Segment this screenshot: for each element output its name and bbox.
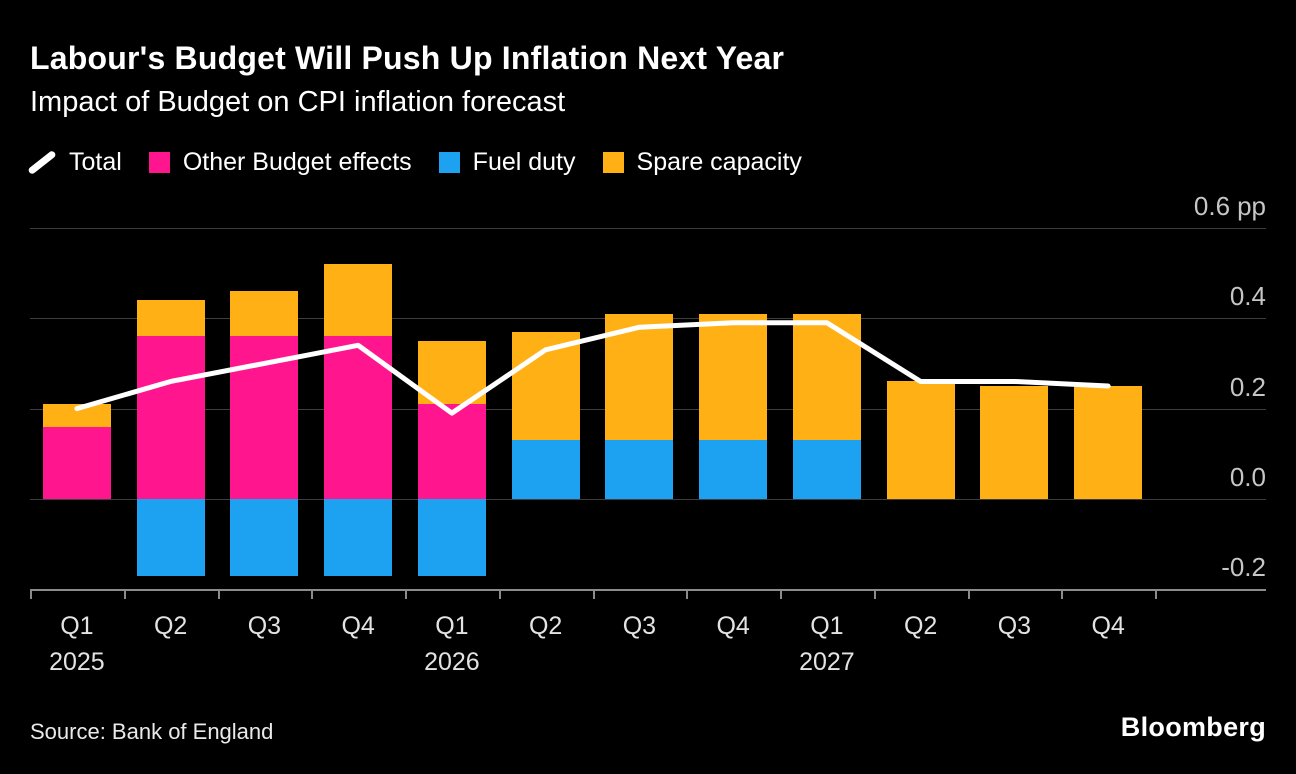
x-axis-label-3: Q4 (341, 612, 375, 640)
legend-item-fuel-duty: Fuel duty (438, 148, 576, 177)
bar-segment-spare-capacity-4 (417, 340, 486, 405)
bar-segment-fuel-duty-6 (605, 440, 674, 499)
spare-capacity-swatch-icon (602, 152, 624, 173)
bar-segment-fuel-duty-1 (136, 499, 205, 576)
bar-segment-fuel-duty-7 (699, 440, 768, 499)
x-axis-label-8: Q1 (810, 612, 844, 640)
bar-segment-fuel-duty-2 (230, 499, 299, 576)
bar-segment-other-budget-effects-4 (417, 404, 486, 499)
legend: Total Other Budget effects Fuel duty Spa… (27, 148, 802, 177)
bar-segment-spare-capacity-10 (980, 386, 1049, 499)
bloomberg-logo: Bloomberg (1120, 712, 1266, 742)
bar-segment-other-budget-effects-1 (136, 336, 205, 499)
axis-tick (1155, 589, 1157, 599)
axis-tick (592, 589, 595, 599)
bar-segment-other-budget-effects-3 (324, 336, 393, 499)
legend-label-spare-capacity: Spare capacity (636, 148, 802, 176)
axis-tick (873, 589, 876, 599)
axis-tick (30, 589, 32, 599)
bar-segment-other-budget-effects-0 (42, 426, 111, 499)
year-label-2026: 2026 (424, 648, 480, 676)
source-credit: Source: Bank of England (30, 719, 274, 744)
bar-segment-other-budget-effects-2 (230, 336, 299, 499)
x-axis-line (30, 589, 1266, 591)
bar-segment-spare-capacity-6 (605, 313, 674, 441)
gridline (30, 228, 1266, 229)
axis-tick (217, 589, 220, 599)
y-axis-label: 0.6 pp (1193, 191, 1266, 221)
bar-segment-fuel-duty-4 (417, 499, 486, 576)
bar-segment-spare-capacity-1 (136, 300, 205, 337)
legend-item-spare-capacity: Spare capacity (602, 148, 802, 177)
x-axis-label-10: Q3 (997, 612, 1032, 640)
fuel-duty-swatch-icon (438, 152, 460, 173)
x-axis-label-4: Q1 (435, 612, 469, 640)
x-axis-label-11: Q4 (1091, 612, 1125, 640)
y-axis-label: -0.2 (1221, 552, 1266, 582)
axis-tick (1061, 589, 1064, 599)
x-axis-label-6: Q3 (622, 612, 657, 640)
chart-title: Labour's Budget Will Push Up Inflation N… (30, 40, 785, 76)
y-axis-label: 0.4 (1229, 281, 1266, 311)
axis-tick (123, 589, 126, 599)
bar-segment-spare-capacity-11 (1074, 386, 1143, 499)
y-axis-unit: pp (1237, 191, 1266, 221)
legend-label-fuel-duty: Fuel duty (472, 148, 576, 176)
axis-tick (311, 589, 314, 599)
axis-tick (780, 589, 782, 599)
bar-segment-fuel-duty-5 (511, 440, 580, 499)
bar-segment-spare-capacity-9 (886, 381, 955, 499)
axis-tick (967, 589, 970, 599)
bar-segment-spare-capacity-7 (699, 313, 768, 441)
year-label-2027: 2027 (799, 648, 855, 676)
y-axis-label: 0.0 (1229, 462, 1266, 492)
x-axis-label-7: Q4 (716, 612, 750, 640)
legend-label-other-budget-effects: Other Budget effects (182, 148, 412, 176)
bar-segment-spare-capacity-0 (42, 404, 111, 427)
axis-tick (498, 589, 501, 599)
chart-subtitle: Impact of Budget on CPI inflation foreca… (30, 86, 566, 118)
x-axis-label-5: Q2 (528, 612, 563, 640)
bar-segment-spare-capacity-2 (230, 291, 299, 337)
bar-segment-spare-capacity-8 (792, 313, 861, 441)
legend-label-total: Total (69, 148, 122, 176)
x-axis-label-2: Q3 (247, 612, 282, 640)
gridline (30, 499, 1266, 500)
x-axis-label-9: Q2 (903, 612, 938, 640)
bar-segment-fuel-duty-3 (324, 499, 393, 576)
legend-item-total: Total (27, 148, 122, 177)
bar-segment-spare-capacity-3 (324, 263, 393, 337)
other-budget-effects-swatch-icon (148, 152, 170, 173)
bar-segment-fuel-duty-8 (792, 440, 861, 499)
x-axis-label-1: Q2 (153, 612, 188, 640)
x-axis-label-0: Q1 (60, 612, 94, 640)
y-axis-label: 0.2 (1229, 372, 1266, 402)
axis-tick (405, 589, 407, 599)
axis-tick (686, 589, 689, 599)
year-label-2025: 2025 (49, 648, 105, 676)
bar-segment-spare-capacity-5 (511, 331, 580, 441)
legend-item-other-budget-effects: Other Budget effects (148, 148, 412, 177)
